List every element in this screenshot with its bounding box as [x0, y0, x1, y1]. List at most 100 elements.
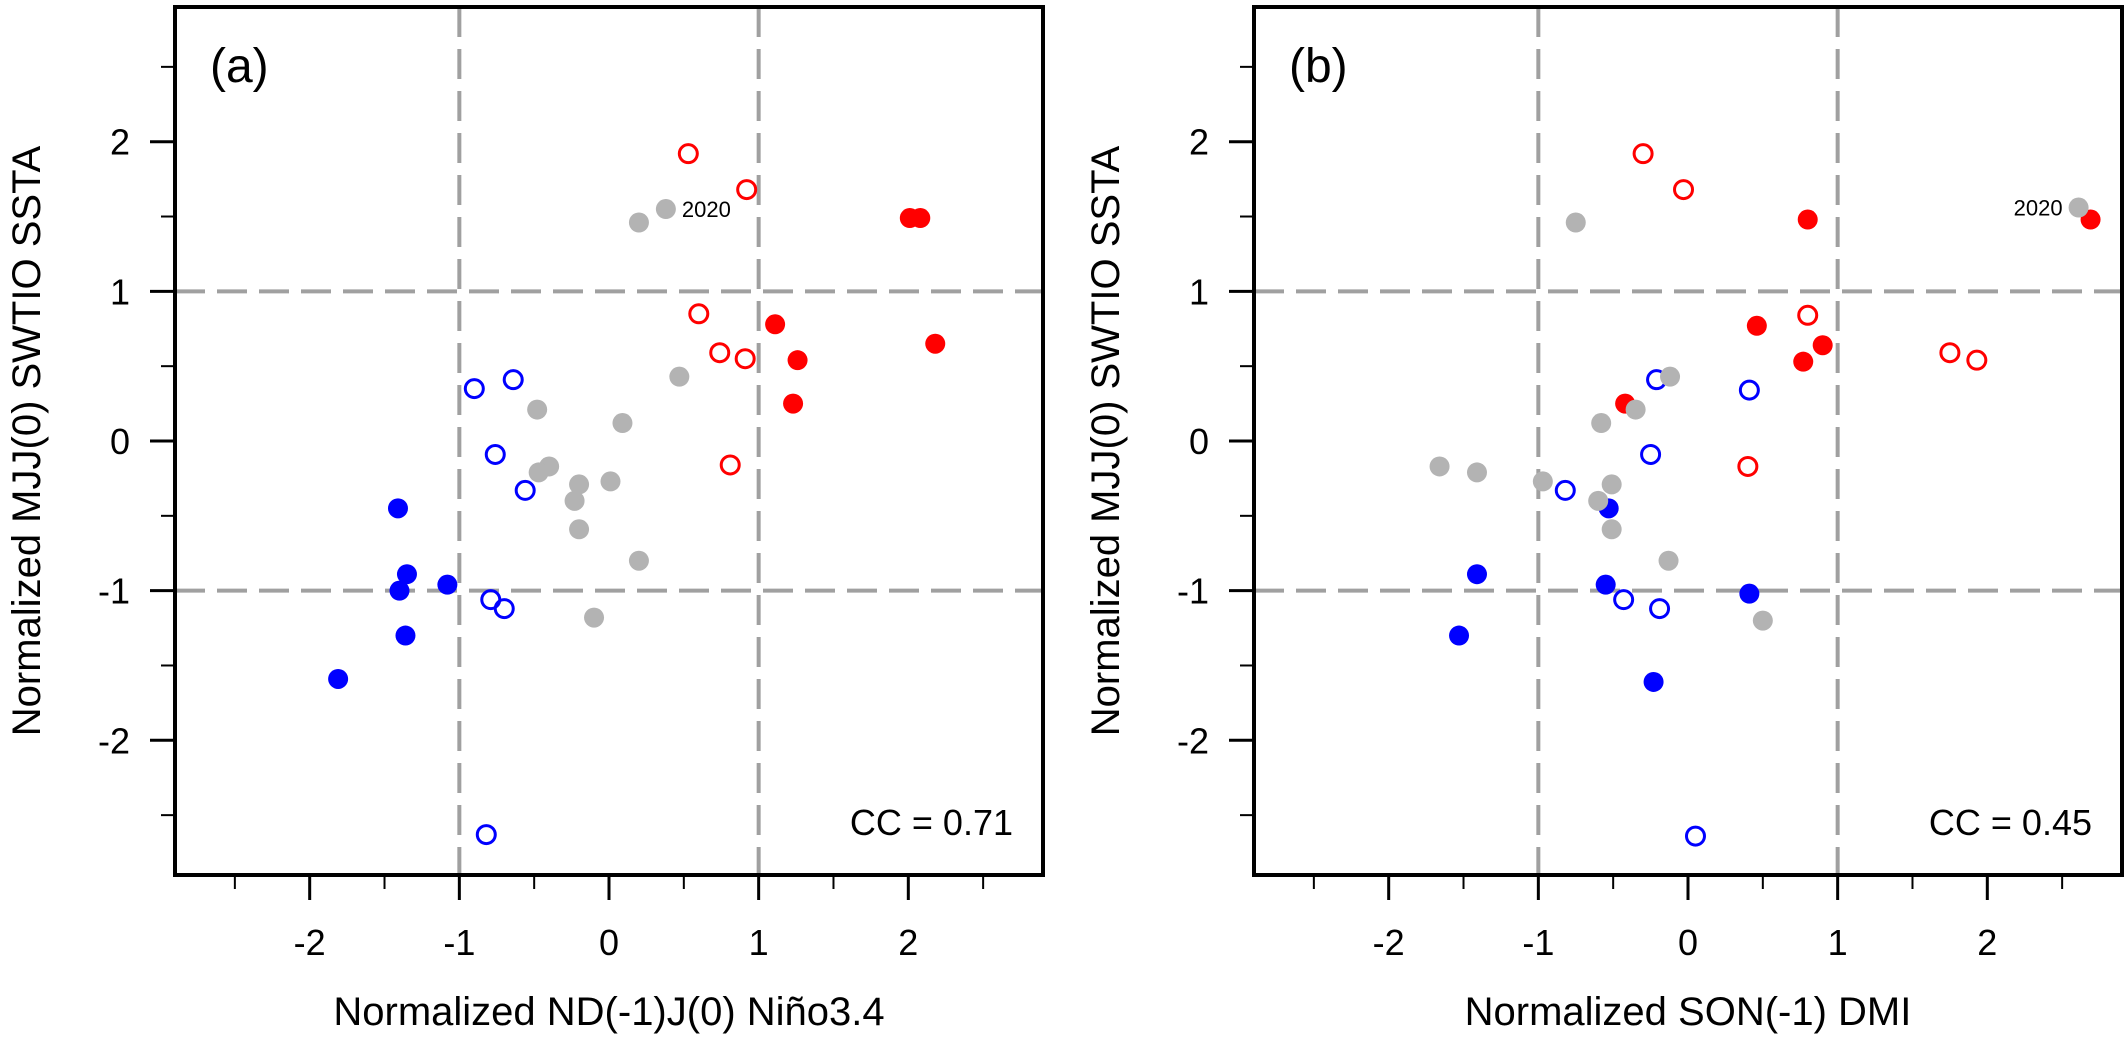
data-point-red-open — [1737, 455, 1759, 477]
highlight-year-label: 2020 — [682, 197, 731, 222]
data-point-blue-open — [1554, 479, 1576, 501]
data-point-blue-open — [1640, 443, 1662, 465]
data-point-blue-filled — [1643, 671, 1664, 692]
y-tick-label: -2 — [1177, 720, 1209, 761]
y-tick-label: 0 — [1189, 421, 1209, 462]
panel-label: (a) — [210, 40, 269, 93]
data-point-gray-filled — [1752, 610, 1773, 631]
plot-area: -2 -1 0 1 2 -2 -1 0 1 2 — [1177, 5, 2124, 963]
data-point-blue-open — [463, 378, 485, 400]
data-point-blue-filled — [395, 625, 416, 646]
data-point-gray-filled — [655, 199, 676, 220]
y-tick-label: 2 — [1189, 122, 1209, 163]
y-tick-label: 0 — [110, 421, 130, 462]
data-point-red-open — [1939, 342, 1961, 364]
data-point-gray-filled — [1429, 456, 1450, 477]
data-point-blue-open — [493, 598, 515, 620]
data-point-blue-filled — [1466, 564, 1487, 585]
panel-label: (b) — [1289, 40, 1348, 93]
data-point-gray-filled — [1466, 462, 1487, 483]
data-point-gray-filled — [569, 519, 590, 540]
data-point-gray-filled — [628, 550, 649, 571]
data-point-gray-filled — [527, 399, 548, 420]
data-point-blue-filled — [437, 574, 458, 595]
plot-frame — [1252, 5, 2124, 877]
cc-annotation: CC = 0.71 — [850, 802, 1013, 843]
data-point-red-open — [688, 303, 710, 325]
data-point-blue-filled — [396, 564, 417, 585]
data-point-red-open — [1797, 304, 1819, 326]
data-point-red-filled — [910, 208, 931, 229]
x-tick-label: 1 — [1828, 922, 1848, 963]
data-point-gray-filled — [1658, 550, 1679, 571]
x-axis-label: Normalized ND(-1)J(0) Niño3.4 — [333, 990, 884, 1034]
data-point-red-filled — [1793, 351, 1814, 372]
data-point-gray-filled — [1565, 212, 1586, 233]
data-point-red-open — [736, 179, 758, 201]
data-point-gray-filled — [1660, 366, 1681, 387]
data-point-red-open — [719, 454, 741, 476]
x-tick-label: 2 — [1977, 922, 1997, 963]
y-tick-label: 2 — [110, 122, 130, 163]
plot-area: -2 -1 0 1 2 -2 -1 0 1 2 — [98, 5, 1045, 963]
data-point-red-filled — [1746, 315, 1767, 336]
data-point-red-filled — [783, 393, 804, 414]
data-point-red-open — [709, 342, 731, 364]
panel-b: -2 -1 0 1 2 -2 -1 0 1 2 (b) Normalized MJJ(0) SWT… — [1084, 5, 2124, 1034]
data-point-red-open — [677, 143, 699, 165]
data-point-gray-filled — [628, 212, 649, 233]
data-point-blue-open — [1613, 589, 1635, 611]
data-point-red-open — [1966, 349, 1988, 371]
data-point-gray-filled — [584, 607, 605, 628]
data-point-gray-filled — [669, 366, 690, 387]
y-axis-label: Normalized MJJ(0) SWTIO SSTA — [1084, 145, 1128, 736]
data-point-gray-filled — [1625, 399, 1646, 420]
x-tick-label: -1 — [443, 922, 475, 963]
data-point-blue-filled — [328, 668, 349, 689]
data-point-gray-filled — [600, 471, 621, 492]
cc-annotation: CC = 0.45 — [1929, 802, 2092, 843]
y-axis-label: Normalized MJJ(0) SWTIO SSTA — [5, 145, 49, 736]
data-point-blue-filled — [1595, 574, 1616, 595]
data-point-red-open — [734, 348, 756, 370]
x-tick-label: 2 — [898, 922, 918, 963]
data-point-red-filled — [787, 350, 808, 371]
data-point-gray-filled — [1532, 471, 1553, 492]
x-tick-label: -1 — [1522, 922, 1554, 963]
data-point-blue-filled — [387, 498, 408, 519]
x-tick-label: 0 — [1678, 922, 1698, 963]
data-point-blue-open — [1738, 379, 1760, 401]
data-point-red-open — [1632, 143, 1654, 165]
data-point-blue-open — [475, 824, 497, 846]
data-point-red-filled — [1797, 209, 1818, 230]
data-point-gray-filled — [1601, 519, 1622, 540]
data-point-blue-open — [502, 369, 524, 391]
y-tick-label: 1 — [1189, 271, 1209, 312]
data-point-blue-filled — [389, 580, 410, 601]
data-point-red-filled — [1812, 335, 1833, 356]
y-tick-label: -1 — [1177, 571, 1209, 612]
data-point-red-filled — [925, 333, 946, 354]
y-tick-label: -2 — [98, 720, 130, 761]
data-point-gray-filled — [564, 490, 585, 511]
data-point-blue-open — [514, 479, 536, 501]
data-point-gray-filled — [1601, 474, 1622, 495]
x-tick-label: -2 — [294, 922, 326, 963]
data-point-red-filled — [765, 314, 786, 335]
plot-frame — [173, 5, 1045, 877]
data-point-blue-open — [1684, 825, 1706, 847]
data-point-blue-open — [484, 443, 506, 465]
y-tick-label: 1 — [110, 271, 130, 312]
data-point-gray-filled — [528, 462, 549, 483]
data-point-blue-open — [1649, 598, 1671, 620]
data-point-gray-filled — [1588, 490, 1609, 511]
data-point-red-open — [1673, 179, 1695, 201]
panel-a: -2 -1 0 1 2 -2 -1 0 1 2 (a) Normalized MJJ(0) SWT… — [5, 5, 1045, 1034]
x-axis-label: Normalized SON(-1) DMI — [1465, 990, 1912, 1034]
data-point-gray-filled — [1591, 413, 1612, 434]
x-tick-label: 1 — [749, 922, 769, 963]
data-point-gray-filled — [612, 413, 633, 434]
y-tick-label: -1 — [98, 571, 130, 612]
data-point-gray-filled — [569, 474, 590, 495]
